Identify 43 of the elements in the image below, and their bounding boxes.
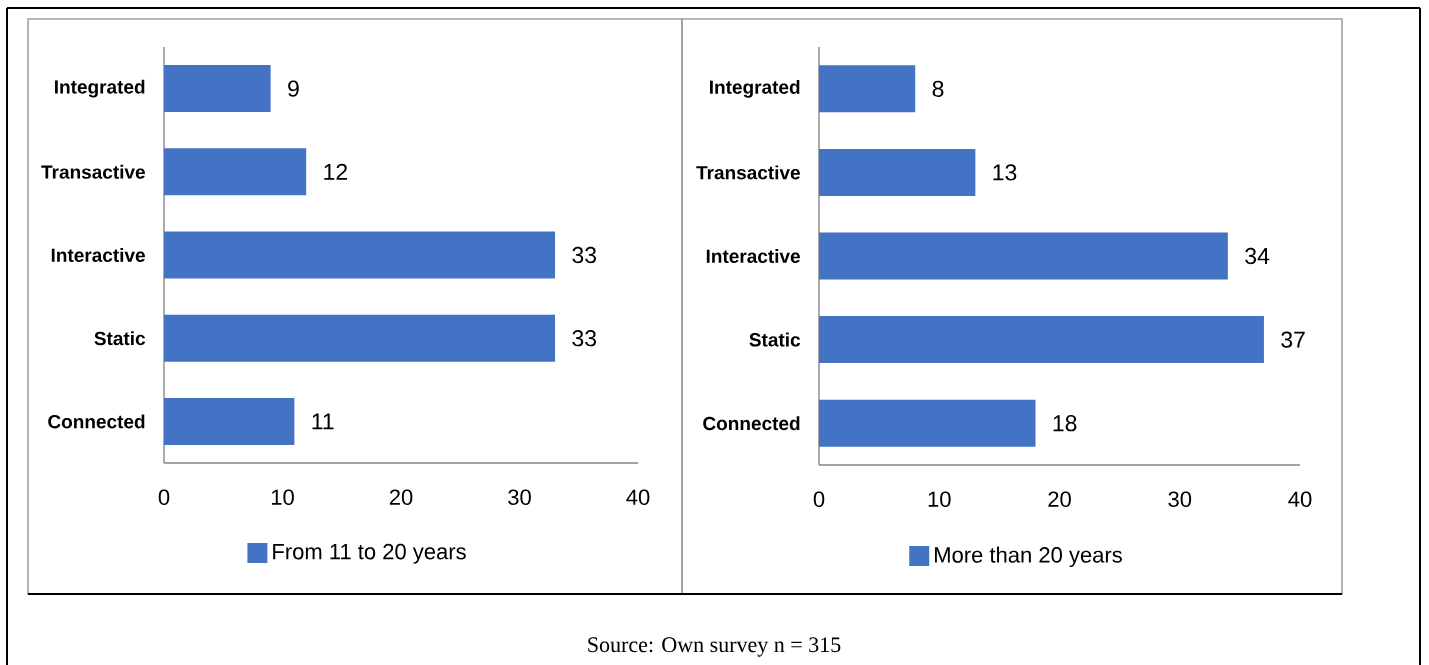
bar (819, 148, 976, 196)
x-tick-label: 40 (626, 489, 650, 505)
x-tick-label: 30 (508, 489, 531, 505)
data-label: 8 (932, 80, 944, 97)
data-label: 13 (993, 164, 1017, 181)
y-tick-label: Static (749, 332, 801, 347)
x-tick-label: 10 (928, 491, 951, 507)
legend-label: More than 20 years (935, 546, 1122, 568)
bar (819, 399, 1036, 447)
bar (819, 65, 916, 113)
source-note: Source: Own survey n = 315 (588, 637, 841, 657)
x-tick-label: 20 (389, 489, 413, 505)
x-tick-label: 10 (271, 489, 294, 505)
x-tick-label: 40 (1288, 491, 1312, 507)
data-label: 11 (312, 413, 334, 430)
y-tick-label: Interactive (706, 249, 800, 263)
data-label: 18 (1053, 415, 1077, 432)
y-tick-label: Transactive (696, 165, 800, 180)
y-tick-label: Interactive (51, 248, 145, 262)
data-label: 37 (1281, 331, 1305, 348)
y-tick-label: Connected (48, 414, 145, 429)
y-tick-label: Transactive (41, 164, 145, 179)
bar (819, 316, 1264, 364)
x-tick-label: 0 (813, 491, 825, 507)
data-label: 34 (1245, 247, 1270, 265)
legend-label: From 11 to 20 years (273, 543, 466, 564)
data-label: 12 (324, 163, 348, 180)
y-tick-label: Connected (703, 416, 800, 431)
data-label: 9 (288, 80, 299, 97)
bar (164, 314, 556, 362)
bar (819, 232, 1228, 280)
x-tick-label: 0 (158, 489, 170, 505)
bar (164, 231, 556, 279)
data-label: 33 (572, 246, 597, 264)
x-tick-label: 30 (1168, 491, 1192, 507)
y-tick-label: Integrated (55, 79, 145, 98)
y-tick-label: Static (94, 331, 146, 346)
bar (164, 65, 271, 113)
y-tick-label: Integrated (710, 79, 800, 98)
bar (164, 148, 307, 196)
bar (164, 397, 295, 445)
x-tick-label: 20 (1048, 491, 1071, 507)
data-label: 33 (572, 330, 597, 347)
